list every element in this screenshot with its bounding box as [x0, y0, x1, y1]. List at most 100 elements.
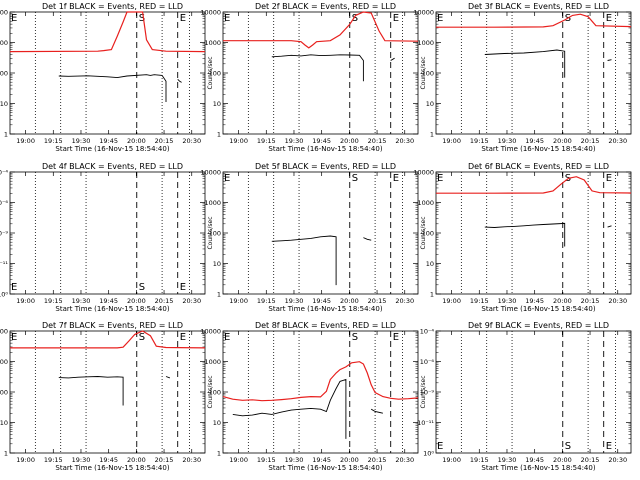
plot-frame [222, 330, 419, 454]
x-tick-label: 19:45 [525, 456, 544, 464]
start-marker-label: S [139, 13, 145, 24]
x-tick-label: 19:15 [470, 456, 489, 464]
x-tick-label: 19:00 [16, 456, 35, 464]
x-tick-label: 20:00 [340, 456, 359, 464]
x-tick-label: 19:30 [498, 297, 517, 305]
y-axis-label: Counts/sec [420, 375, 427, 408]
x-tick-label: 19:45 [525, 297, 544, 305]
y-tick-label: 10 [0, 100, 8, 108]
chart-title: Det 2f BLACK = Events, RED = LLD [255, 2, 396, 11]
event-rate-line [58, 376, 124, 406]
event-rate-line [232, 378, 347, 439]
range-start-marker-label: E [11, 332, 17, 343]
x-tick-label: 19:30 [285, 137, 304, 145]
plot-frame [9, 330, 206, 454]
x-axis-label: Start Time (16-Nov-15 18:54:40) [55, 464, 169, 472]
x-axis-label: Start Time (16-Nov-15 18:54:40) [268, 464, 382, 472]
x-tick-label: 19:45 [312, 297, 331, 305]
x-tick-label: 19:45 [312, 137, 331, 145]
range-start-marker-label: E [437, 441, 443, 452]
chart-title: Det 3f BLACK = Events, RED = LLD [468, 2, 609, 11]
y-tick-label: 10 [0, 419, 8, 427]
x-tick-label: 19:15 [257, 456, 276, 464]
event-rate-line [484, 49, 566, 78]
x-tick-label: 19:45 [312, 456, 331, 464]
x-tick-label: 20:00 [340, 137, 359, 145]
chart-panel-3: Det 3f BLACK = Events, RED = LLD 1 10 100 10… [413, 2, 632, 153]
y-tick-label: 1000 [417, 39, 434, 47]
range-start-marker-label: E [224, 173, 230, 184]
x-tick-label: 20:00 [127, 297, 146, 305]
y-axis-label: Counts/sec [0, 216, 1, 249]
event-rate-line [484, 222, 566, 247]
y-tick-label: 10⁻⁶ [420, 358, 435, 366]
chart-title: Det 9f BLACK = Events, RED = LLD [468, 321, 609, 330]
x-tick-label: 20:00 [127, 456, 146, 464]
x-tick-label: 19:30 [72, 137, 91, 145]
range-start-marker-label: E [11, 282, 17, 293]
end-marker-label: E [606, 173, 612, 184]
y-tick-label: 1 [217, 450, 221, 458]
chart-panel-4: Det 4f BLACK = Events, RED = LLD 10⁰ 10⁻¹¹… [0, 162, 206, 313]
x-axis-label: Start Time (16-Nov-15 18:54:40) [481, 305, 595, 313]
chart-title: Det 7f BLACK = Events, RED = LLD [42, 321, 183, 330]
plot-frame [222, 11, 419, 135]
y-tick-label: 10⁻⁹ [420, 389, 435, 397]
y-axis-label: Counts/sec [0, 56, 1, 89]
event-rate-line [58, 74, 167, 102]
y-tick-label: 10⁰ [0, 291, 8, 299]
y-tick-label: 1000 [204, 199, 221, 207]
x-axis-label: Start Time (16-Nov-15 18:54:40) [268, 145, 382, 153]
y-tick-label: 100 [0, 389, 8, 397]
x-tick-label: 20:30 [608, 137, 627, 145]
y-tick-label: 10000 [413, 169, 434, 177]
y-axis-label: Counts/sec [207, 216, 214, 249]
x-tick-label: 20:15 [368, 456, 387, 464]
x-tick-label: 20:00 [553, 137, 572, 145]
y-tick-label: 1 [217, 131, 221, 139]
x-tick-label: 19:15 [44, 297, 63, 305]
x-tick-label: 19:30 [72, 456, 91, 464]
chart-panel-2: Det 2f BLACK = Events, RED = LLD 1 10 100 10… [200, 2, 419, 153]
x-tick-label: 20:15 [581, 137, 600, 145]
plot-frame [435, 171, 632, 295]
chart-panel-1: Det 1f BLACK = Events, RED = LLD 1 10 100 10… [0, 2, 206, 153]
x-tick-label: 19:00 [442, 137, 461, 145]
range-start-marker-label: E [224, 13, 230, 24]
y-tick-label: 100 [0, 70, 8, 78]
x-tick-label: 19:00 [16, 137, 35, 145]
x-tick-label: 19:45 [525, 137, 544, 145]
plot-frame [435, 11, 632, 135]
start-marker-label: S [139, 332, 145, 343]
x-tick-label: 20:15 [155, 137, 174, 145]
y-tick-label: 10⁻⁴ [0, 169, 8, 177]
event-rate-line [363, 237, 372, 241]
x-tick-label: 19:30 [498, 456, 517, 464]
start-marker-label: S [352, 332, 358, 343]
x-tick-label: 20:15 [155, 297, 174, 305]
y-tick-label: 10 [213, 260, 221, 268]
x-axis-label: Start Time (16-Nov-15 18:54:40) [481, 145, 595, 153]
y-axis-label: Counts/sec [207, 56, 214, 89]
x-tick-label: 20:30 [395, 297, 414, 305]
chart-panel-9: Det 9f BLACK = Events, RED = LLD 10⁰ 10⁻¹¹… [417, 321, 632, 472]
y-tick-label: 100 [209, 389, 221, 397]
y-tick-label: 10000 [200, 328, 221, 336]
end-marker-label: E [606, 13, 612, 24]
chart-title: Det 8f BLACK = Events, RED = LLD [255, 321, 396, 330]
chart-panel-5: Det 5f BLACK = Events, RED = LLD 1 10 100 10… [200, 162, 419, 313]
x-tick-label: 19:00 [442, 297, 461, 305]
x-tick-label: 20:15 [581, 456, 600, 464]
chart-panel-6: Det 6f BLACK = Events, RED = LLD 1 10 100 10… [413, 162, 632, 313]
range-start-marker-label: E [437, 13, 443, 24]
x-tick-label: 20:00 [553, 456, 572, 464]
chart-title: Det 5f BLACK = Events, RED = LLD [255, 162, 396, 171]
range-start-marker-label: E [437, 173, 443, 184]
lld-rate-line [222, 361, 419, 402]
x-tick-label: 19:15 [470, 137, 489, 145]
y-tick-label: 10000 [0, 9, 8, 17]
chart-panel-7: Det 7f BLACK = Events, RED = LLD 1 10 100 10… [0, 321, 206, 472]
event-rate-line [165, 376, 171, 379]
y-tick-label: 10 [426, 100, 434, 108]
